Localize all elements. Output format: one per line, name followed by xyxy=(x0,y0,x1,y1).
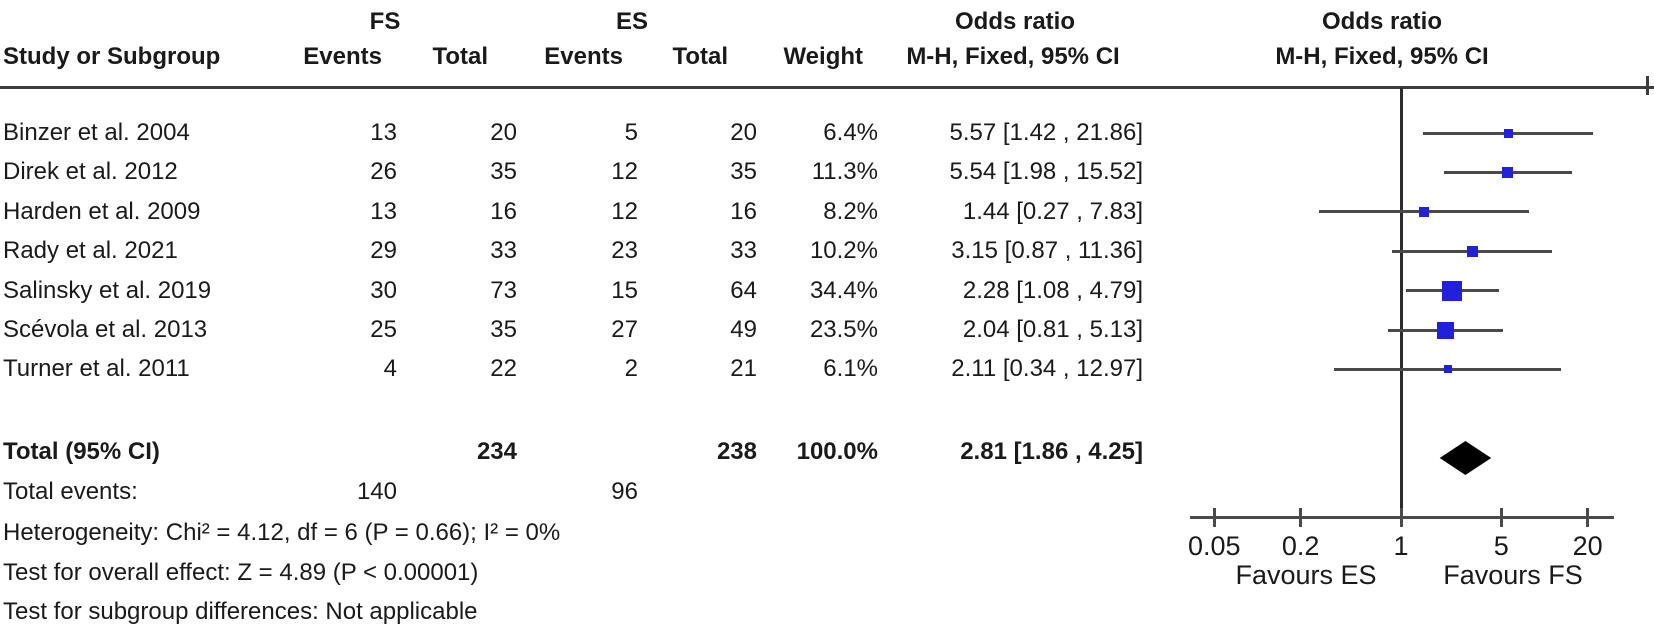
col-header-or-ci: M-H, Fixed, 95% CI xyxy=(906,43,1120,70)
or-point-square xyxy=(1443,365,1452,374)
plot-right-border xyxy=(1646,76,1649,95)
weight-value: 8.2% xyxy=(823,198,878,225)
or-point-square xyxy=(1503,128,1513,138)
total-or-ci: 2.81 [1.86 , 4.25] xyxy=(960,438,1143,465)
group-header-fs: FS xyxy=(369,8,401,35)
col-header-fs-total: Total xyxy=(432,43,488,70)
fs-total-value: 35 xyxy=(490,316,517,343)
fs-total-value: 16 xyxy=(490,198,517,225)
weight-value: 11.3% xyxy=(811,158,878,185)
total-events-label: Total events: xyxy=(3,478,138,505)
plot-column-title: Odds ratio xyxy=(1321,8,1443,35)
es-total-value: 21 xyxy=(730,355,757,382)
subgroup-diff-text: Test for subgroup differences: Not appli… xyxy=(3,598,478,625)
total-events-fs: 140 xyxy=(356,478,397,505)
or-point-square xyxy=(1467,245,1478,257)
col-header-study: Study or Subgroup xyxy=(3,43,221,70)
or-ci-value: 2.11 [0.34 , 12.97] xyxy=(951,355,1143,382)
summary-diamond xyxy=(1439,441,1492,475)
or-ci-value: 1.44 [0.27 , 7.83] xyxy=(962,198,1143,225)
fs-events-value: 13 xyxy=(370,198,397,225)
axis-tick-label: 5 xyxy=(1493,531,1509,561)
fs-events-value: 4 xyxy=(383,355,397,382)
es-total-value: 33 xyxy=(730,237,757,264)
axis-tick xyxy=(1499,508,1503,527)
fs-events-value: 26 xyxy=(370,158,397,185)
total-events-es: 96 xyxy=(611,478,638,505)
weight-value: 6.1% xyxy=(823,355,878,382)
or-column-title: Odds ratio xyxy=(954,8,1076,35)
fs-total-value: 73 xyxy=(490,277,517,304)
weight-value: 23.5% xyxy=(809,316,878,343)
fs-total-value: 35 xyxy=(490,158,517,185)
or-point-square xyxy=(1502,166,1514,178)
or-ci-value: 2.28 [1.08 , 4.79] xyxy=(962,277,1143,304)
axis-tick-label: 20 xyxy=(1572,531,1603,561)
es-events-value: 15 xyxy=(611,277,638,304)
fs-events-value: 30 xyxy=(370,277,397,304)
axis-tick-label: 0.05 xyxy=(1188,531,1241,561)
overall-effect-text: Test for overall effect: Z = 4.89 (P < 0… xyxy=(3,559,479,586)
axis-tick xyxy=(1586,508,1590,527)
es-events-value: 5 xyxy=(624,119,638,146)
plot-header-or-ci: M-H, Fixed, 95% CI xyxy=(1275,43,1489,70)
study-label: Rady et al. 2021 xyxy=(3,237,178,264)
es-events-value: 12 xyxy=(611,198,638,225)
total-es-total: 238 xyxy=(716,438,757,465)
es-events-value: 27 xyxy=(611,316,638,343)
axis-tick-label: 0.2 xyxy=(1281,531,1320,561)
es-events-value: 12 xyxy=(611,158,638,185)
study-label: Scévola et al. 2013 xyxy=(3,316,208,343)
fs-events-value: 13 xyxy=(370,119,397,146)
fs-events-value: 25 xyxy=(370,316,397,343)
header-separator xyxy=(0,86,1654,89)
total-row-label: Total (95% CI) xyxy=(3,438,160,465)
fs-total-value: 20 xyxy=(490,119,517,146)
axis-tick xyxy=(1299,508,1303,527)
weight-value: 6.4% xyxy=(823,119,878,146)
fs-total-value: 33 xyxy=(490,237,517,264)
or-ci-value: 5.54 [1.98 , 15.52] xyxy=(949,158,1144,185)
favours-left-label: Favours ES xyxy=(1235,560,1377,590)
or-ci-value: 3.15 [0.87 , 11.36] xyxy=(951,237,1143,264)
total-fs-total: 234 xyxy=(476,438,517,465)
weight-value: 34.4% xyxy=(809,277,878,304)
or-point-square xyxy=(1436,321,1454,339)
col-header-weight: Weight xyxy=(783,43,863,70)
col-header-fs-events: Events xyxy=(303,43,382,70)
favours-right-label: Favours FS xyxy=(1443,560,1583,590)
group-header-es: ES xyxy=(615,8,649,35)
total-weight: 100.0% xyxy=(796,438,878,465)
study-label: Turner et al. 2011 xyxy=(3,355,190,382)
weight-value: 10.2% xyxy=(809,237,878,264)
col-header-es-total: Total xyxy=(672,43,728,70)
or-ci-value: 2.04 [0.81 , 5.13] xyxy=(962,316,1143,343)
col-header-es-events: Events xyxy=(544,43,623,70)
fs-events-value: 29 xyxy=(370,237,397,264)
es-events-value: 2 xyxy=(624,355,638,382)
or-point-square xyxy=(1442,280,1463,301)
es-events-value: 23 xyxy=(611,237,638,264)
or-point-square xyxy=(1418,206,1429,217)
es-total-value: 35 xyxy=(730,158,757,185)
es-total-value: 49 xyxy=(730,316,757,343)
fs-total-value: 22 xyxy=(490,355,517,382)
axis-tick xyxy=(1212,508,1216,527)
study-label: Binzer et al. 2004 xyxy=(3,119,190,146)
es-total-value: 16 xyxy=(730,198,757,225)
null-effect-line xyxy=(1400,88,1403,519)
es-total-value: 20 xyxy=(730,119,757,146)
axis-tick-label: 1 xyxy=(1393,531,1409,561)
study-label: Direk et al. 2012 xyxy=(3,158,178,185)
or-ci-value: 5.57 [1.42 , 21.86] xyxy=(949,119,1144,146)
heterogeneity-text: Heterogeneity: Chi² = 4.12, df = 6 (P = … xyxy=(3,519,561,546)
axis-tick xyxy=(1399,508,1403,527)
es-total-value: 64 xyxy=(730,277,757,304)
study-label: Harden et al. 2009 xyxy=(3,198,201,225)
study-label: Salinsky et al. 2019 xyxy=(3,277,212,304)
